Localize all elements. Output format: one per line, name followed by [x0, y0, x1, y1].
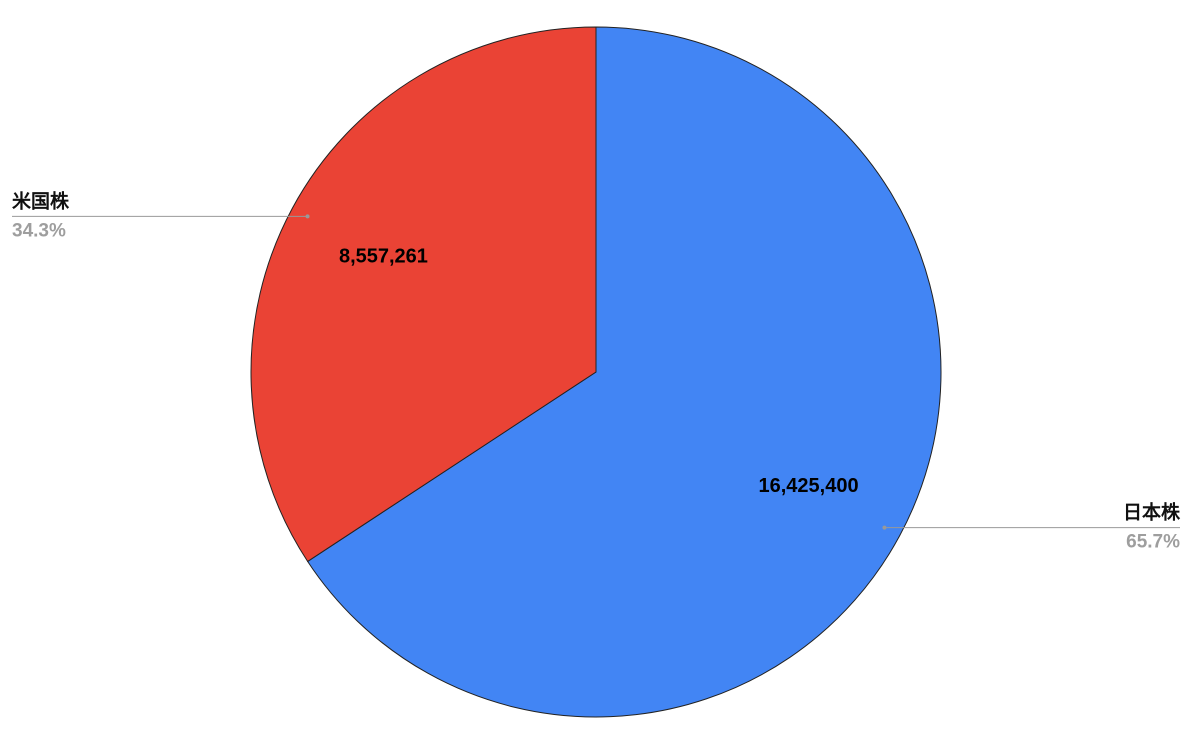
- percent-label: 65.7%: [1126, 532, 1180, 553]
- leader-dot: [882, 525, 887, 530]
- value-label: 16,425,400: [758, 475, 858, 497]
- pie-slice: [306, 26, 942, 718]
- value-label: 8,557,261: [339, 246, 428, 268]
- category-label: 日本株: [1123, 501, 1181, 524]
- pie-slice: [250, 26, 597, 563]
- category-label: 米国株: [12, 189, 70, 212]
- leader-dot: [305, 214, 310, 219]
- percent-label: 34.3%: [12, 220, 66, 241]
